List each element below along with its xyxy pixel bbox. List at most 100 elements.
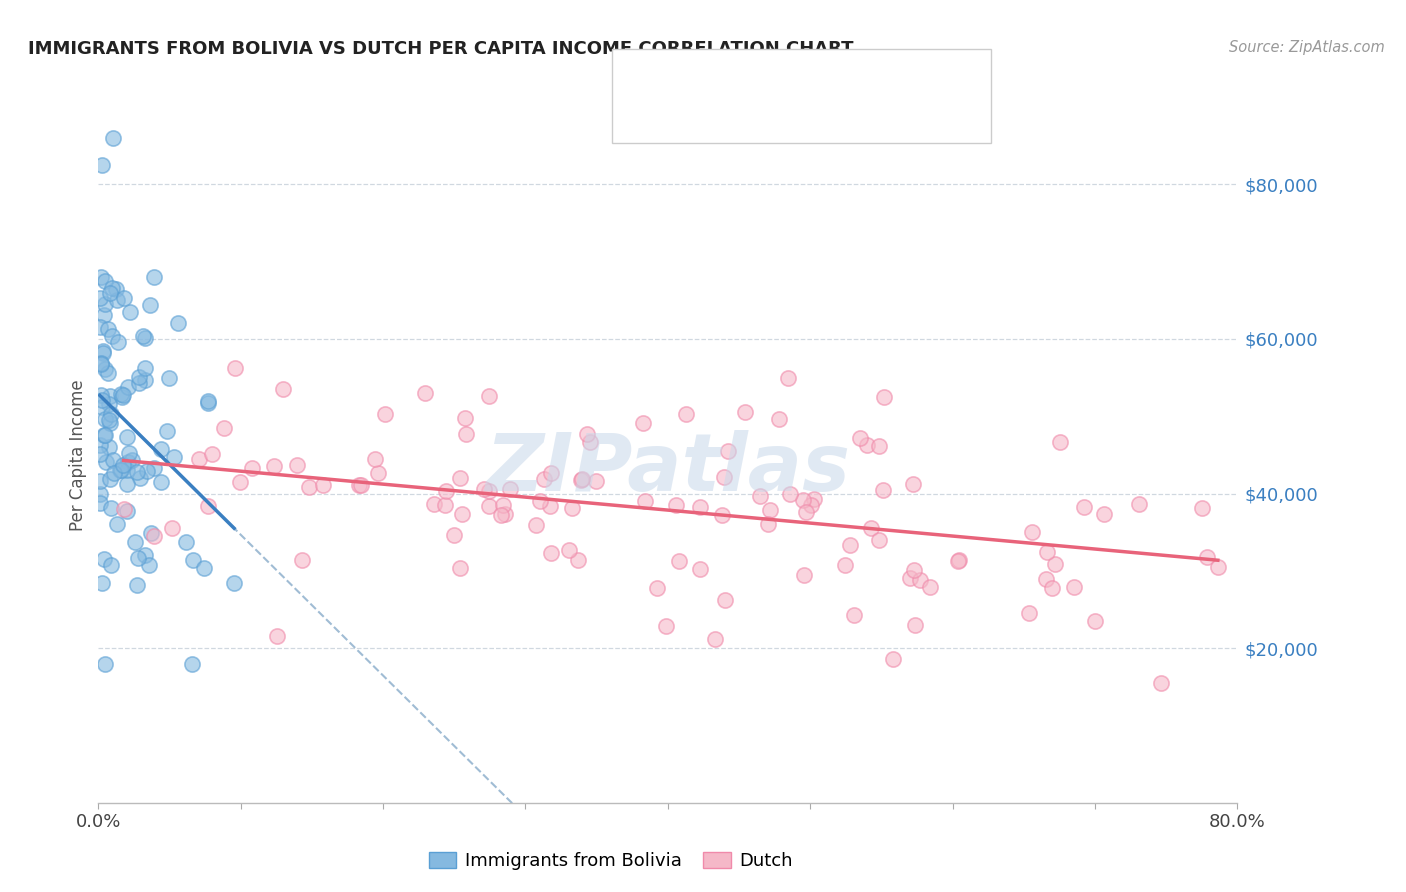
- Point: [90, 357, 112, 371]
- Point: [134, 361, 156, 376]
- Point: [491, 508, 513, 523]
- Point: [201, 447, 224, 461]
- Text: N =: N =: [785, 62, 824, 79]
- Point: [107, 335, 129, 350]
- Point: [434, 484, 457, 499]
- Point: [910, 573, 932, 587]
- Point: [749, 489, 772, 503]
- Point: [668, 554, 690, 568]
- Text: -0.164: -0.164: [714, 62, 779, 79]
- Point: [779, 487, 801, 501]
- Point: [363, 452, 385, 467]
- Point: [117, 455, 139, 469]
- Point: [142, 270, 165, 285]
- Point: [374, 407, 396, 421]
- Point: [240, 461, 263, 475]
- Point: [94, 412, 117, 426]
- Point: [567, 552, 589, 566]
- Point: [1049, 434, 1071, 449]
- Point: [97, 413, 120, 427]
- Point: [89, 437, 111, 451]
- Point: [689, 500, 711, 514]
- Point: [112, 291, 135, 305]
- Y-axis label: Per Capita Income: Per Capita Income: [69, 379, 87, 531]
- Point: [93, 551, 115, 566]
- Point: [229, 475, 252, 490]
- Point: [101, 452, 124, 467]
- Point: [634, 494, 657, 508]
- Point: [494, 507, 516, 521]
- Point: [105, 516, 128, 531]
- Point: [128, 471, 150, 485]
- Point: [271, 382, 294, 396]
- Point: [157, 371, 180, 385]
- Point: [689, 562, 711, 576]
- Point: [266, 629, 288, 643]
- Point: [901, 476, 924, 491]
- Point: [156, 425, 179, 439]
- Point: [101, 281, 124, 295]
- Point: [162, 450, 184, 465]
- Point: [98, 417, 121, 431]
- Point: [110, 463, 132, 477]
- Point: [443, 528, 465, 542]
- Point: [94, 428, 117, 442]
- Point: [90, 270, 112, 285]
- Point: [91, 159, 114, 173]
- Point: [181, 552, 204, 566]
- Point: [714, 593, 737, 607]
- Point: [311, 477, 333, 491]
- Point: [859, 521, 882, 535]
- Point: [127, 550, 149, 565]
- Point: [93, 427, 115, 442]
- Point: [98, 397, 121, 411]
- Point: [97, 322, 120, 336]
- Point: [138, 558, 160, 572]
- Point: [713, 470, 735, 484]
- Point: [117, 380, 139, 394]
- Point: [91, 343, 114, 358]
- Point: [120, 305, 142, 319]
- Point: [800, 498, 823, 512]
- Point: [873, 390, 896, 404]
- Point: [128, 376, 150, 390]
- Point: [540, 546, 562, 560]
- Point: [167, 316, 190, 330]
- Point: [1128, 497, 1150, 511]
- Point: [449, 561, 471, 575]
- Point: [848, 431, 870, 445]
- Point: [125, 465, 148, 479]
- Point: [135, 464, 157, 478]
- Point: [477, 499, 499, 513]
- Point: [839, 537, 862, 551]
- Point: [197, 499, 219, 513]
- Point: [180, 657, 202, 671]
- Point: [94, 657, 117, 671]
- Point: [89, 447, 111, 461]
- Point: [571, 472, 593, 486]
- Point: [118, 446, 141, 460]
- Point: [107, 293, 129, 307]
- Point: [561, 501, 583, 516]
- Point: [1021, 525, 1043, 540]
- Text: ZIPatlas: ZIPatlas: [485, 430, 851, 508]
- Point: [540, 467, 562, 481]
- Point: [946, 554, 969, 568]
- Point: [263, 458, 285, 473]
- Point: [454, 411, 477, 425]
- Point: [94, 297, 117, 311]
- Text: 115: 115: [824, 103, 862, 121]
- Point: [139, 298, 162, 312]
- Point: [89, 496, 111, 510]
- Point: [134, 373, 156, 387]
- Point: [792, 493, 814, 508]
- Point: [920, 580, 942, 594]
- Point: [298, 479, 321, 493]
- Point: [796, 505, 818, 519]
- Point: [98, 440, 121, 454]
- Text: -0.420: -0.420: [714, 103, 779, 121]
- Point: [768, 412, 790, 426]
- Point: [93, 308, 115, 322]
- Point: [898, 571, 921, 585]
- Point: [759, 503, 782, 517]
